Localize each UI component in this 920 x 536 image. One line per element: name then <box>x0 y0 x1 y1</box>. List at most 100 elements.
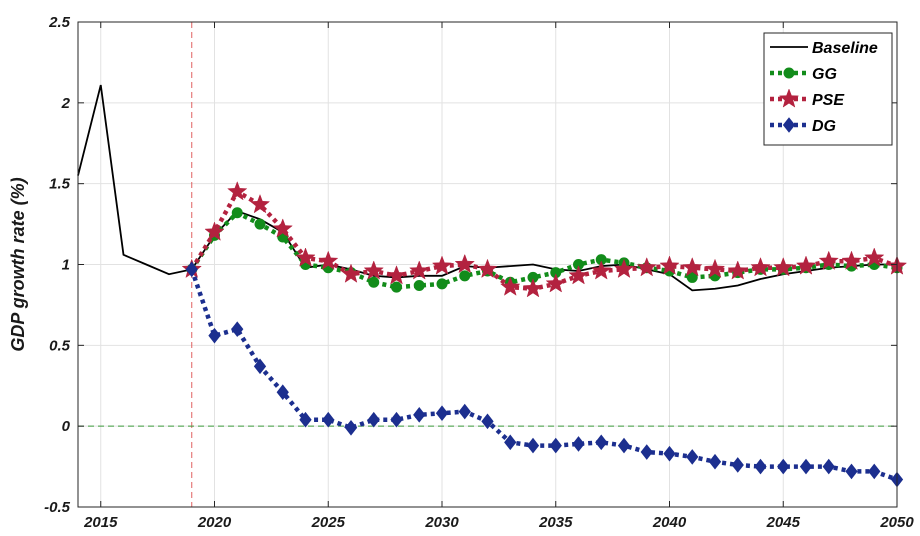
data-point-pse <box>431 255 453 275</box>
data-point-pse <box>227 181 248 201</box>
data-point-dg <box>663 445 676 462</box>
data-point-pse <box>409 260 430 280</box>
data-point-dg <box>868 463 881 480</box>
data-point-dg <box>617 437 631 454</box>
data-point-pse <box>636 257 657 277</box>
x-tick-label: 2050 <box>879 514 914 531</box>
data-point-pse <box>591 260 612 280</box>
data-point-gg <box>436 278 448 290</box>
data-point-dg <box>572 436 585 452</box>
series-line-dg <box>189 268 898 482</box>
data-point-dg <box>822 458 835 475</box>
data-point-dg <box>777 458 790 475</box>
legend-label-dg: DG <box>812 118 836 135</box>
y-tick-label: 1 <box>62 257 70 274</box>
data-point-gg <box>413 280 425 292</box>
x-tick-label: 2020 <box>197 514 232 531</box>
data-point-dg <box>390 411 403 428</box>
data-point-pse <box>318 250 339 270</box>
data-point-gg <box>368 276 380 288</box>
data-point-dg <box>276 384 289 401</box>
data-point-pse <box>295 247 316 267</box>
y-tick-label: 0 <box>62 418 71 435</box>
data-point-pse <box>522 278 544 298</box>
data-point-gg <box>254 218 266 230</box>
data-point-dg <box>435 405 449 422</box>
y-tick-label: 0.5 <box>49 337 71 354</box>
y-tick-label: 2.5 <box>48 14 71 31</box>
y-tick-label: 1.5 <box>49 176 71 193</box>
data-point-pse <box>477 258 498 279</box>
data-point-dg <box>299 411 312 428</box>
data-point-dg <box>845 463 858 480</box>
data-point-pse <box>545 273 566 293</box>
data-point-pse <box>841 250 862 270</box>
x-tick-label: 2045 <box>766 514 801 531</box>
data-point-pse <box>272 218 293 238</box>
data-point-dg <box>344 419 358 436</box>
data-point-dg <box>231 321 244 337</box>
data-point-dg <box>686 449 699 465</box>
data-point-pse <box>340 263 362 283</box>
legend-marker-pse <box>778 88 800 108</box>
series-pse <box>181 181 908 298</box>
legend: Baseline GG PSE DG <box>763 32 893 146</box>
series-dg <box>185 261 904 488</box>
x-tick-label: 2040 <box>652 514 687 531</box>
data-point-pse <box>249 193 271 214</box>
data-point-dg <box>799 458 813 475</box>
data-point-dg <box>367 411 380 428</box>
data-point-pse <box>454 253 475 274</box>
data-point-pse <box>795 255 817 275</box>
legend-marker-dg <box>782 117 796 133</box>
x-tick-label: 2015 <box>83 514 118 531</box>
data-point-dg <box>185 261 198 278</box>
data-point-pse <box>204 221 225 241</box>
data-point-dg <box>322 411 335 428</box>
data-point-pse <box>773 257 794 277</box>
data-point-pse <box>818 250 839 270</box>
series-layer <box>77 84 908 488</box>
data-point-dg <box>754 458 767 475</box>
data-point-gg <box>686 271 698 283</box>
data-point-dg <box>481 413 494 430</box>
data-point-gg <box>231 207 243 219</box>
data-point-dg <box>731 457 744 473</box>
data-point-dg <box>504 434 517 451</box>
data-point-dg <box>640 444 653 460</box>
data-point-dg <box>708 453 722 470</box>
data-point-dg <box>208 327 221 344</box>
data-point-pse <box>386 265 407 285</box>
tick-labels: 2015 2020 2025 2030 2035 2040 2045 2050 -0.5 0 0.5… <box>44 14 914 531</box>
data-point-dg <box>458 403 471 420</box>
data-point-dg <box>549 437 562 454</box>
plot-frame <box>77 21 898 508</box>
data-point-dg <box>526 437 540 454</box>
data-point-pse <box>363 260 384 280</box>
y-tick-label: 2 <box>61 95 71 112</box>
series-line-gg <box>189 210 898 290</box>
data-point-dg <box>413 407 426 423</box>
x-tick-label: 2025 <box>311 514 346 531</box>
legend-marker-gg <box>783 67 795 79</box>
series-line-pse <box>189 188 898 292</box>
data-point-pse <box>613 258 635 279</box>
data-point-dg <box>595 434 608 451</box>
legend-label-pse: PSE <box>812 92 845 109</box>
data-point-pse <box>568 265 589 285</box>
data-point-gg <box>459 270 471 282</box>
data-point-pse <box>864 247 885 267</box>
x-tick-label: 2030 <box>424 514 459 531</box>
data-point-pse <box>682 257 703 277</box>
data-point-pse <box>750 257 771 277</box>
data-point-pse <box>727 260 748 280</box>
data-point-gg <box>391 281 402 293</box>
data-point-pse <box>500 276 521 296</box>
data-point-pse <box>659 255 680 275</box>
legend-label-baseline: Baseline <box>812 40 878 57</box>
legend-label-gg: GG <box>812 66 837 83</box>
data-point-dg <box>253 358 267 375</box>
y-tick-label: -0.5 <box>44 499 71 516</box>
x-tick-label: 2035 <box>538 514 573 531</box>
